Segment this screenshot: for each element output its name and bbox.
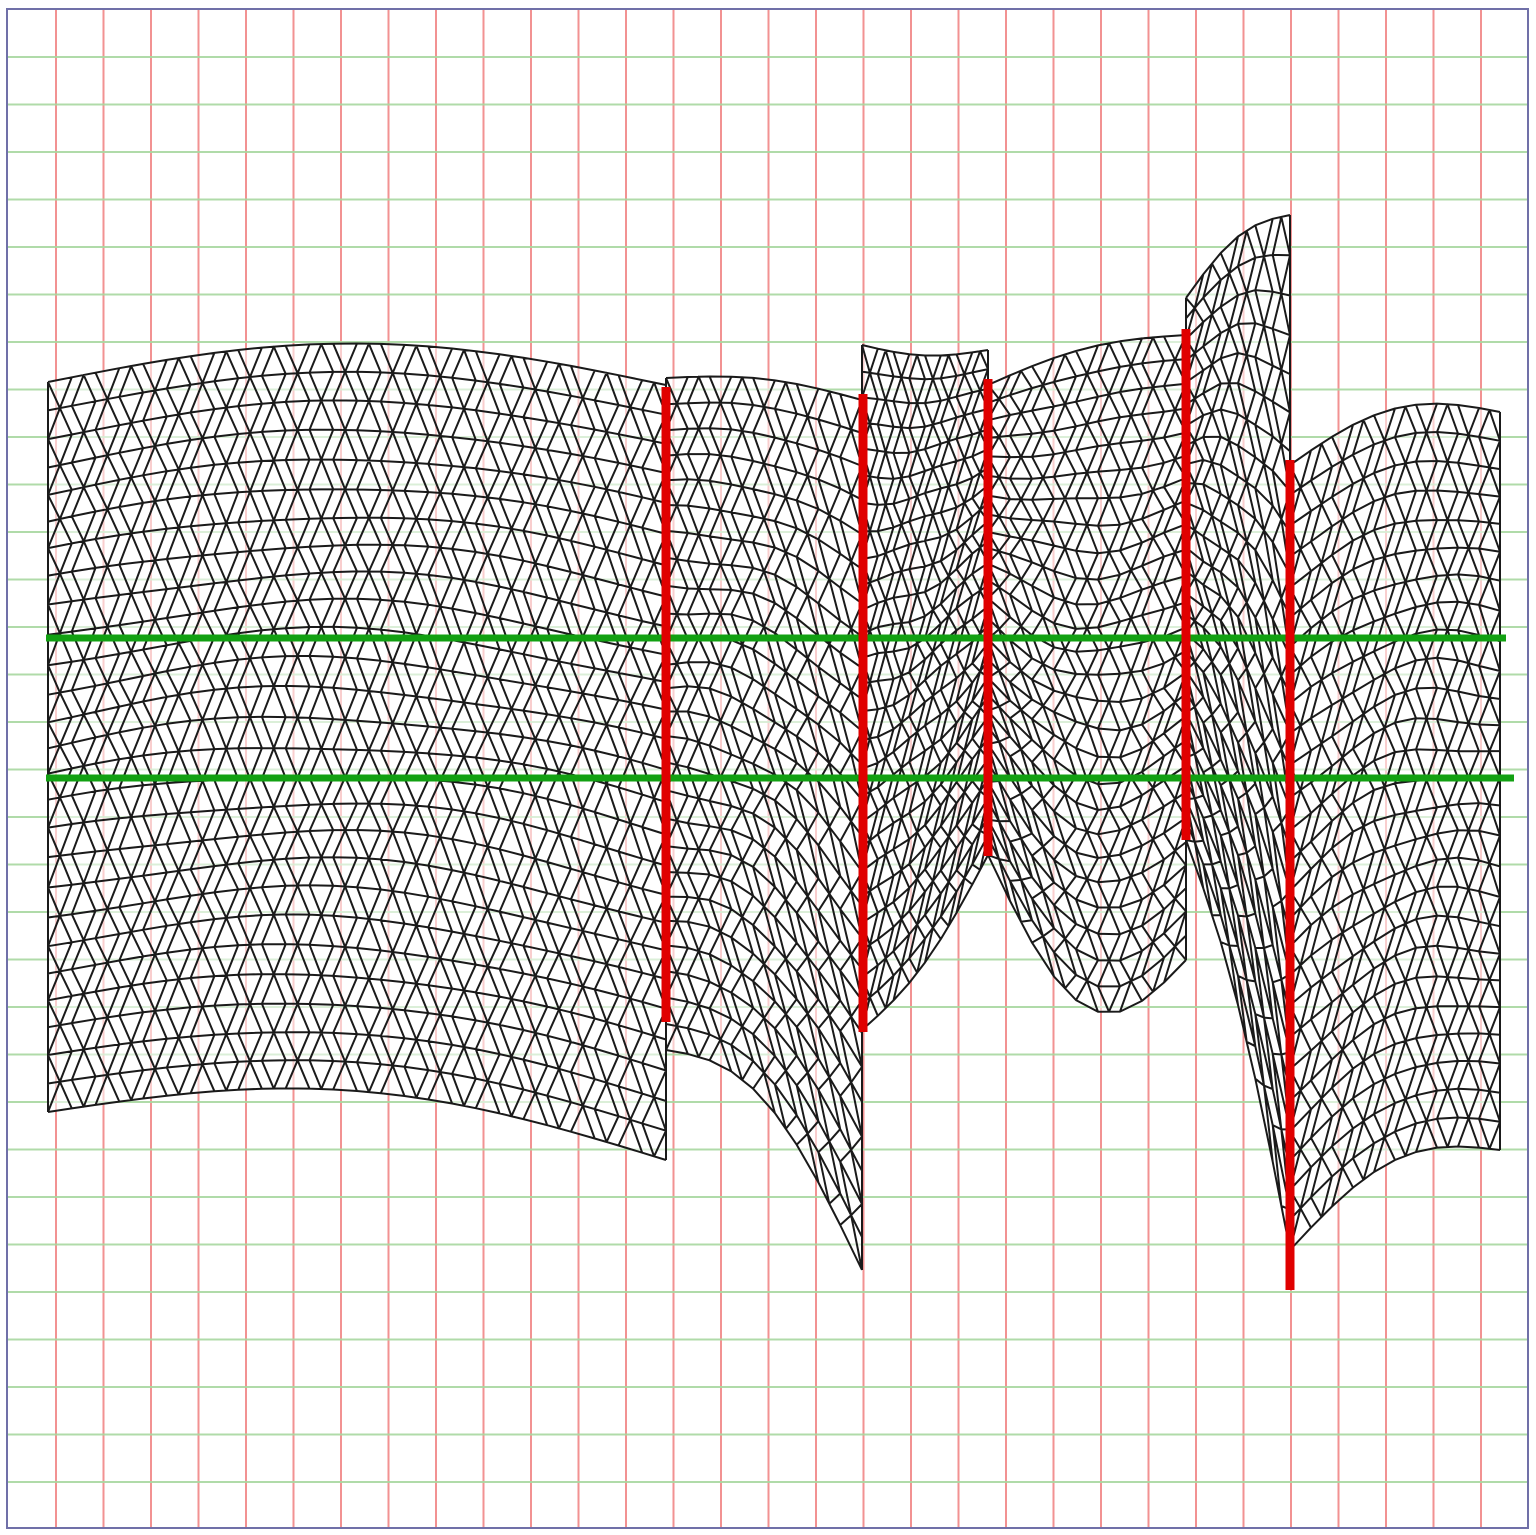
mesh-block-fill [862, 345, 988, 1030]
mesh-block-edges [861, 344, 989, 1031]
mesh-block-fill [1186, 215, 1290, 1250]
mesh-block [665, 375, 863, 1271]
canvas-frame [6, 8, 1529, 1529]
constraint-lines [46, 329, 1514, 1290]
mesh-block [47, 342, 667, 1161]
deformed-triangle-mesh [47, 214, 1501, 1271]
mesh-block-edges [47, 342, 667, 1161]
mesh-block [987, 334, 1187, 1013]
mesh-block-edges [1289, 402, 1501, 1251]
mesh-block-fill [1290, 403, 1500, 1250]
mesh-block-edges [665, 375, 863, 1271]
mesh-block [861, 344, 989, 1031]
mesh-block [1289, 402, 1501, 1251]
